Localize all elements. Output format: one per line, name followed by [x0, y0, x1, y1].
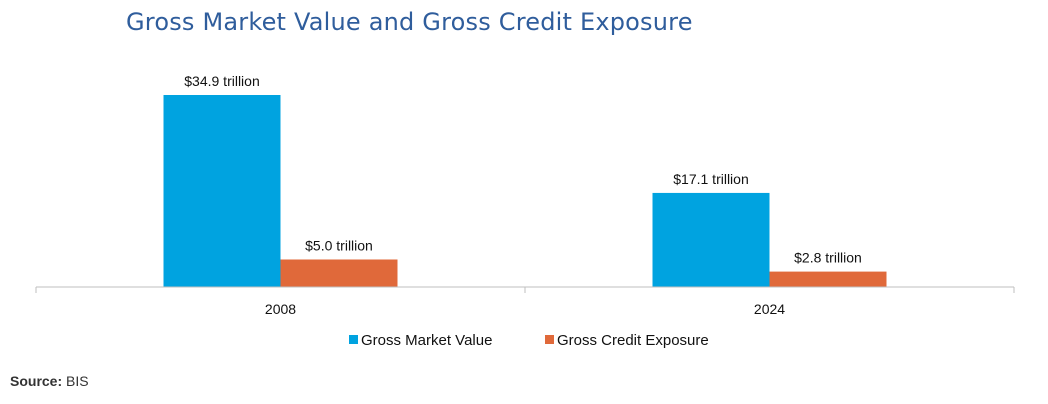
legend: Gross Market Value Gross Credit Exposure	[349, 332, 709, 349]
data-label: $34.9 trillion	[184, 73, 260, 89]
legend-swatch	[349, 335, 358, 344]
chart-title: Gross Market Value and Gross Credit Expo…	[126, 8, 693, 36]
source-label: Source:	[10, 373, 63, 389]
x-tick-labels: 2008 2024	[265, 301, 785, 317]
legend-swatch	[545, 335, 554, 344]
bar-gross-market-value-2024	[652, 192, 770, 287]
data-label: $5.0 trillion	[305, 237, 373, 253]
legend-label: Gross Credit Exposure	[557, 332, 709, 349]
source-note: Source: BIS	[10, 373, 89, 389]
legend-label: Gross Market Value	[361, 332, 492, 349]
x-tick-label: 2008	[265, 301, 296, 317]
bar-labels-group: $34.9 trillion $5.0 trillion $17.1 trillio…	[184, 73, 862, 266]
x-tick-label: 2024	[754, 301, 785, 317]
source-value: BIS	[66, 373, 89, 389]
bars-group	[163, 95, 887, 287]
bar-gross-market-value-2008	[163, 95, 281, 287]
data-label: $17.1 trillion	[673, 171, 749, 187]
data-label: $2.8 trillion	[794, 250, 862, 266]
bar-chart: $34.9 trillion $5.0 trillion $17.1 trillio…	[35, 73, 1015, 349]
bar-gross-credit-exposure-2008	[280, 259, 398, 287]
bar-gross-credit-exposure-2024	[769, 271, 887, 287]
